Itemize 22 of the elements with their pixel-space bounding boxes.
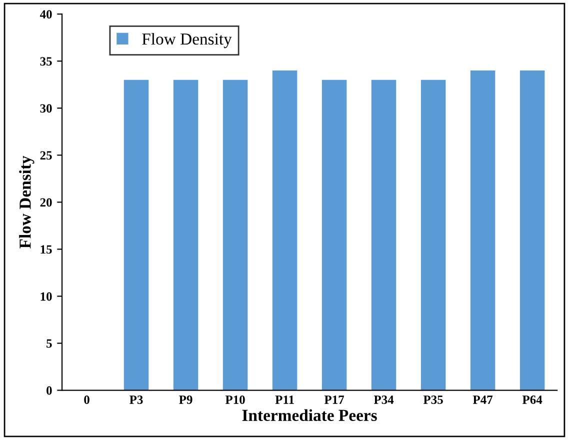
x-tick-label: 0 bbox=[84, 396, 90, 404]
x-tick-label: P3 bbox=[130, 396, 143, 404]
y-tick-label: 0 bbox=[46, 386, 52, 395]
x-tick-label: P9 bbox=[179, 396, 192, 404]
x-axis-title: Intermediate Peers bbox=[242, 409, 377, 421]
x-tick-label: P35 bbox=[423, 396, 443, 404]
legend-label: Flow Density bbox=[142, 32, 232, 48]
y-tick-label: 20 bbox=[40, 198, 52, 207]
y-tick-label: 25 bbox=[40, 151, 52, 160]
y-tick-label: 35 bbox=[40, 57, 52, 66]
x-tick-label: P10 bbox=[225, 396, 245, 404]
x-tick-label: P17 bbox=[324, 396, 344, 404]
y-tick-label: 40 bbox=[40, 10, 52, 19]
x-tick-label: P64 bbox=[522, 396, 542, 404]
x-tick-label: P34 bbox=[374, 396, 394, 404]
x-tick-label: P47 bbox=[472, 396, 493, 404]
y-tick-label: 30 bbox=[40, 104, 52, 113]
x-tick-label: P11 bbox=[275, 396, 294, 404]
y-tick-label: 5 bbox=[46, 339, 52, 348]
y-tick-label: 10 bbox=[40, 292, 52, 301]
y-tick-label: 15 bbox=[40, 245, 52, 254]
y-axis-title: Flow Density bbox=[19, 156, 34, 248]
